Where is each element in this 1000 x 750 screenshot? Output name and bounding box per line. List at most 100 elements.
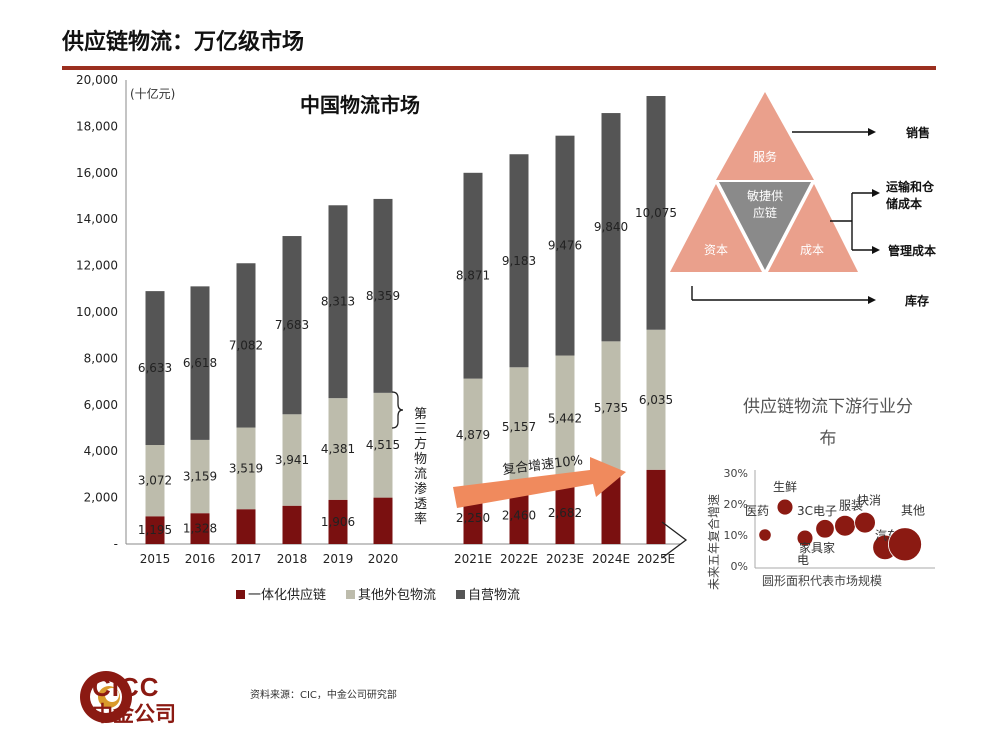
triangle-right bbox=[768, 184, 858, 272]
bar-segment bbox=[646, 96, 666, 330]
bubble-x-label: 圆形面积代表市场规模 bbox=[762, 573, 882, 588]
bar-segment bbox=[282, 505, 302, 544]
bubble-y-tick: 20% bbox=[724, 498, 748, 511]
penetration-bracket bbox=[391, 391, 404, 429]
bar-value-label: 7,683 bbox=[275, 318, 309, 332]
bar-segment bbox=[328, 499, 348, 544]
arrowhead-transport bbox=[872, 189, 880, 197]
penetration-label: 第三方物流渗透率 bbox=[414, 407, 427, 527]
x-tick-label: 2015 bbox=[140, 552, 171, 566]
bar-segment bbox=[328, 205, 348, 399]
bubble-label: 生鲜 bbox=[773, 480, 797, 494]
bar-segment bbox=[509, 367, 529, 487]
bubble-y-tick: 30% bbox=[724, 467, 748, 480]
bar-segment bbox=[373, 198, 393, 393]
bubble-y-label: 未来五年复合增速 bbox=[706, 494, 721, 590]
x-tick-label: 2021E bbox=[454, 552, 492, 566]
bubble bbox=[888, 527, 922, 562]
bar-segment bbox=[373, 497, 393, 544]
bubble-label: 医药 bbox=[745, 504, 769, 518]
unit-label: (十亿元) bbox=[130, 86, 175, 101]
bar-segment bbox=[601, 474, 621, 544]
bar-segment bbox=[463, 172, 483, 379]
bubble bbox=[758, 528, 772, 542]
bar-value-label: 9,476 bbox=[548, 239, 582, 253]
bar-value-label: 3,519 bbox=[229, 461, 263, 475]
bar-segment bbox=[373, 392, 393, 498]
x-tick-label: 2024E bbox=[592, 552, 630, 566]
legend-label-outsourced: 其他外包物流 bbox=[358, 588, 436, 603]
legend-swatch-selfrun bbox=[456, 590, 465, 599]
x-tick-label: 2018 bbox=[277, 552, 308, 566]
arrowhead-mgmt bbox=[872, 246, 880, 254]
bar-value-label: 5,735 bbox=[594, 401, 628, 415]
bar-value-label: 4,381 bbox=[321, 442, 355, 456]
bar-value-label: 1,906 bbox=[321, 515, 355, 529]
bar-value-label: 5,157 bbox=[502, 420, 536, 434]
bar-chart-title: 中国物流市场 bbox=[300, 93, 420, 117]
bar-segment bbox=[145, 291, 165, 446]
y-tick-label: 12,000 bbox=[76, 259, 118, 273]
y-tick-label: 2,000 bbox=[84, 491, 118, 505]
bubble bbox=[854, 511, 876, 534]
bar-segment bbox=[282, 414, 302, 506]
bar-value-label: 1,328 bbox=[183, 522, 217, 536]
bar-segment bbox=[145, 445, 165, 517]
bar-segment bbox=[190, 513, 210, 544]
bar-value-label: 9,183 bbox=[502, 254, 536, 268]
bar-segment bbox=[509, 154, 529, 368]
y-tick-label: 4,000 bbox=[84, 444, 118, 458]
bar-value-label: 7,082 bbox=[229, 338, 263, 352]
x-tick-label: 2016 bbox=[185, 552, 216, 566]
bar-value-label: 4,515 bbox=[366, 438, 400, 452]
legend-swatch-outsourced bbox=[346, 590, 355, 599]
y-tick-label: 6,000 bbox=[84, 398, 118, 412]
title-rule bbox=[62, 66, 936, 70]
bar-value-label: 2,250 bbox=[456, 511, 490, 525]
bubble-y-tick: 10% bbox=[724, 529, 748, 542]
x-tick-label: 2019 bbox=[323, 552, 354, 566]
y-tick-label: - bbox=[114, 537, 118, 551]
bubble-label: 服装 bbox=[839, 499, 863, 513]
bar-value-label: 2,682 bbox=[548, 506, 582, 520]
triangle-right-label: 成本 bbox=[800, 243, 824, 257]
bar-segment bbox=[646, 469, 666, 544]
bubble-label: 家具家 bbox=[799, 540, 835, 555]
output-mgmt: 管理成本 bbox=[888, 243, 936, 258]
x-tick-label: 2022E bbox=[500, 552, 538, 566]
triangle-left bbox=[670, 184, 762, 272]
y-tick-label: 14,000 bbox=[76, 212, 118, 226]
bar-value-label: 8,359 bbox=[366, 289, 400, 303]
bar-segment bbox=[601, 341, 621, 475]
arrowhead-sales bbox=[868, 128, 876, 136]
bar-segment bbox=[328, 398, 348, 500]
bar-value-label: 3,072 bbox=[138, 474, 172, 488]
y-tick-label: 20,000 bbox=[76, 73, 118, 87]
bar-segment bbox=[646, 329, 666, 470]
arrowhead-inventory bbox=[868, 296, 876, 304]
bubble-chart-title-line2: 布 bbox=[820, 429, 837, 449]
bar-segment bbox=[509, 486, 529, 544]
bubble-label: 电 bbox=[797, 553, 809, 567]
bar-value-label: 1,195 bbox=[138, 523, 172, 537]
y-tick-label: 8,000 bbox=[84, 351, 118, 365]
supply-chain-diagram: 服务 敏捷供 应链 资本 成本 销售 运输和仓 储成本 管理成本 库存 bbox=[670, 92, 936, 308]
bar-segment bbox=[145, 516, 165, 544]
triangle-center-label-line1: 敏捷供 bbox=[747, 188, 783, 203]
triangle-left-label: 资本 bbox=[704, 243, 728, 257]
bar-value-label: 3,941 bbox=[275, 453, 309, 467]
bar-value-label: 5,442 bbox=[548, 412, 582, 426]
y-tick-label: 18,000 bbox=[76, 119, 118, 133]
bar-value-label: 3,159 bbox=[183, 470, 217, 484]
bubble-label: 其他 bbox=[901, 503, 925, 517]
triangle-center bbox=[719, 182, 811, 270]
bar-segment bbox=[236, 263, 256, 428]
bar-segment bbox=[190, 439, 210, 514]
bubble-chart-title-line1: 供应链物流下游行业分 bbox=[743, 397, 913, 417]
bubble bbox=[796, 529, 814, 547]
bar-segment bbox=[236, 509, 256, 544]
triangle-center-label-line2: 应链 bbox=[753, 205, 777, 220]
output-inventory: 库存 bbox=[905, 293, 929, 308]
output-transport-line1: 运输和仓 bbox=[886, 179, 935, 194]
